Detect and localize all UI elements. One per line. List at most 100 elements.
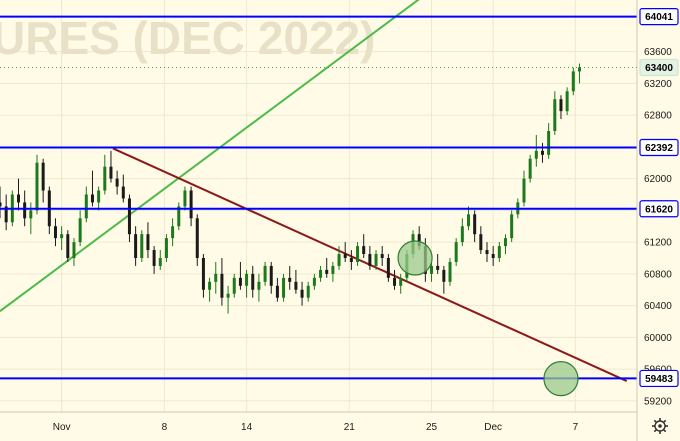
candle-body bbox=[232, 277, 236, 294]
candle-body bbox=[312, 277, 316, 286]
candle-body bbox=[534, 150, 538, 159]
time-tick-label: Dec bbox=[484, 422, 502, 433]
price-tick-label: 63200 bbox=[644, 79, 672, 90]
candle-body bbox=[134, 234, 138, 258]
candle-body bbox=[349, 257, 353, 262]
candle-body bbox=[454, 242, 458, 262]
price-tick-label: 59200 bbox=[644, 396, 672, 407]
candle-body bbox=[473, 214, 477, 235]
candle-body bbox=[393, 277, 397, 286]
candle-body bbox=[201, 257, 205, 290]
candle-body bbox=[158, 257, 162, 266]
candle-body bbox=[214, 273, 218, 282]
candle-body bbox=[288, 277, 292, 282]
candle-body bbox=[386, 257, 390, 278]
candle-body bbox=[282, 277, 286, 298]
candle-body bbox=[479, 234, 483, 251]
candle-body bbox=[337, 254, 341, 266]
candle-body bbox=[442, 269, 446, 282]
candle-body bbox=[238, 277, 242, 286]
candle-body bbox=[140, 234, 144, 258]
price-label-text: 63400 bbox=[645, 63, 673, 74]
trendline-support bbox=[0, 0, 420, 312]
price-tick-label: 63600 bbox=[644, 47, 672, 58]
candle-body bbox=[565, 91, 569, 112]
candle-body bbox=[497, 246, 501, 258]
candle-body bbox=[60, 234, 64, 239]
settings-icon[interactable] bbox=[652, 418, 668, 434]
candle-body bbox=[399, 277, 403, 286]
candle-body bbox=[319, 269, 323, 278]
price-label-box bbox=[639, 7, 679, 26]
price-label-text: 64041 bbox=[645, 12, 673, 23]
candle-body bbox=[177, 206, 181, 227]
watermark-text: URES (DEC 2022) bbox=[0, 12, 375, 64]
price-label-text: 62392 bbox=[645, 143, 673, 154]
candle-body bbox=[331, 265, 335, 274]
price-tick-label: 60000 bbox=[644, 333, 672, 344]
candles bbox=[0, 63, 581, 314]
candle-body bbox=[553, 99, 557, 131]
candle-body bbox=[522, 178, 526, 203]
price-tick-label: 60800 bbox=[644, 269, 672, 280]
candle-body bbox=[263, 265, 267, 282]
candle-body bbox=[275, 285, 279, 298]
candle-body bbox=[29, 210, 33, 219]
candle-body bbox=[485, 250, 489, 255]
candle-body bbox=[195, 218, 199, 258]
price-label-box bbox=[639, 369, 679, 388]
time-tick-label: 25 bbox=[426, 422, 438, 433]
candle-body bbox=[90, 194, 94, 203]
candle-body bbox=[467, 214, 471, 227]
candle-body bbox=[189, 190, 193, 219]
time-tick-label: Nov bbox=[53, 422, 71, 433]
candle-body bbox=[109, 166, 113, 179]
annotation-circles bbox=[397, 240, 579, 397]
candle-body bbox=[300, 289, 304, 298]
price-label-box bbox=[639, 200, 679, 218]
price-label-text: 59483 bbox=[645, 374, 673, 385]
candle-body bbox=[115, 178, 119, 187]
level-lines bbox=[0, 15, 637, 380]
candle-body bbox=[306, 285, 310, 298]
candle-body bbox=[84, 194, 88, 219]
candle-body bbox=[127, 198, 131, 235]
candle-body bbox=[503, 238, 507, 247]
candle-body bbox=[78, 218, 82, 243]
candle-body bbox=[559, 99, 563, 112]
candle-body bbox=[251, 273, 255, 290]
candle-body bbox=[121, 186, 125, 199]
price-tick-label: 62000 bbox=[644, 174, 672, 185]
candle-body bbox=[164, 238, 168, 258]
candle-body bbox=[577, 67, 581, 72]
candle-body bbox=[356, 246, 360, 262]
price-tick-label: 62800 bbox=[644, 111, 672, 122]
candle-body bbox=[325, 269, 329, 274]
candle-body bbox=[571, 71, 575, 92]
candle-body bbox=[257, 281, 261, 290]
candle-body bbox=[41, 162, 45, 191]
highlight-circle bbox=[397, 240, 433, 276]
candle-body bbox=[380, 254, 384, 258]
candle-body bbox=[436, 265, 440, 270]
candle-body bbox=[448, 261, 452, 282]
price-label-box bbox=[639, 58, 679, 77]
time-tick-label: 7 bbox=[573, 422, 579, 433]
candle-body bbox=[220, 273, 224, 298]
candle-body bbox=[528, 158, 532, 179]
time-axis: Nov 8 14 21 25 Dec 7 bbox=[53, 422, 579, 433]
candle-body bbox=[72, 242, 76, 258]
price-tick-label: 60400 bbox=[644, 301, 672, 312]
price-tick-label: 61200 bbox=[644, 238, 672, 249]
candle-body bbox=[368, 254, 372, 266]
candle-body bbox=[4, 206, 8, 223]
candle-body bbox=[491, 254, 495, 258]
price-label-text: 61620 bbox=[645, 204, 673, 215]
candle-body bbox=[53, 226, 57, 239]
price-axis-labels: 64041 62392 61620 59483 63400 bbox=[639, 7, 679, 388]
candle-body bbox=[510, 214, 514, 239]
candle-body bbox=[430, 265, 434, 274]
candle-body bbox=[208, 281, 212, 290]
candle-body bbox=[16, 194, 20, 203]
